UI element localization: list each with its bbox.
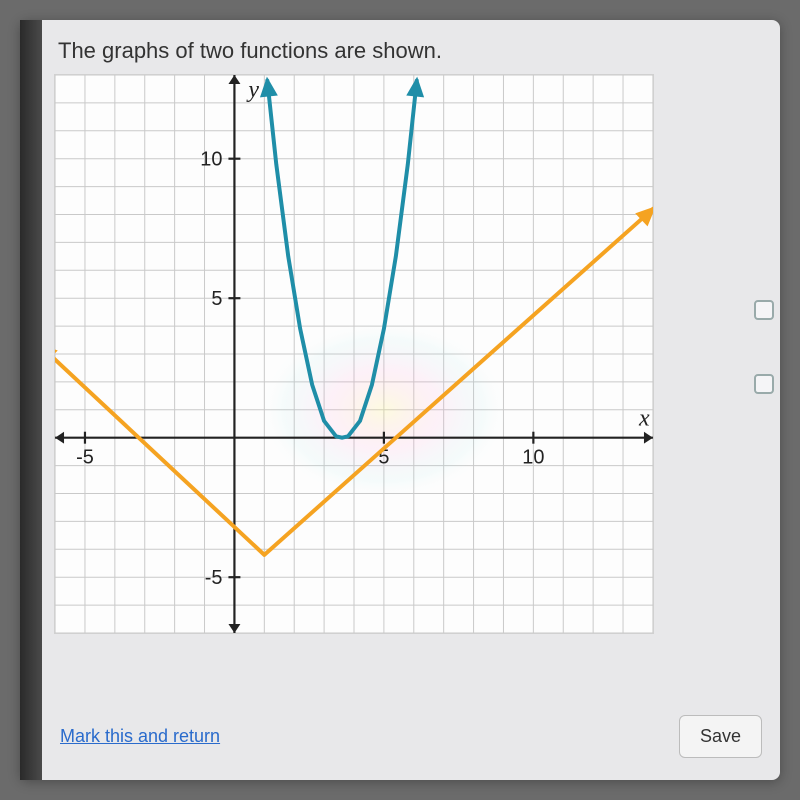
svg-text:-5: -5: [205, 567, 223, 589]
svg-text:10: 10: [200, 149, 222, 171]
save-button[interactable]: Save: [679, 715, 762, 758]
mark-return-link[interactable]: Mark this and return: [60, 726, 220, 747]
question-card: The graphs of two functions are shown. -…: [20, 20, 780, 780]
function-graph: -5510-5510xy: [54, 74, 654, 634]
question-prompt: The graphs of two functions are shown.: [54, 38, 780, 64]
svg-text:10: 10: [522, 447, 544, 469]
svg-text:x: x: [638, 406, 650, 432]
checkbox-icon[interactable]: [754, 300, 774, 320]
svg-text:-5: -5: [76, 447, 94, 469]
bottom-bar: Mark this and return Save: [60, 715, 780, 758]
chart-svg: -5510-5510xy: [55, 75, 653, 633]
side-controls: [754, 300, 774, 394]
checkbox-icon[interactable]: [754, 374, 774, 394]
svg-text:y: y: [246, 77, 259, 103]
svg-text:5: 5: [211, 288, 222, 310]
left-shadow-edge: [20, 20, 42, 780]
